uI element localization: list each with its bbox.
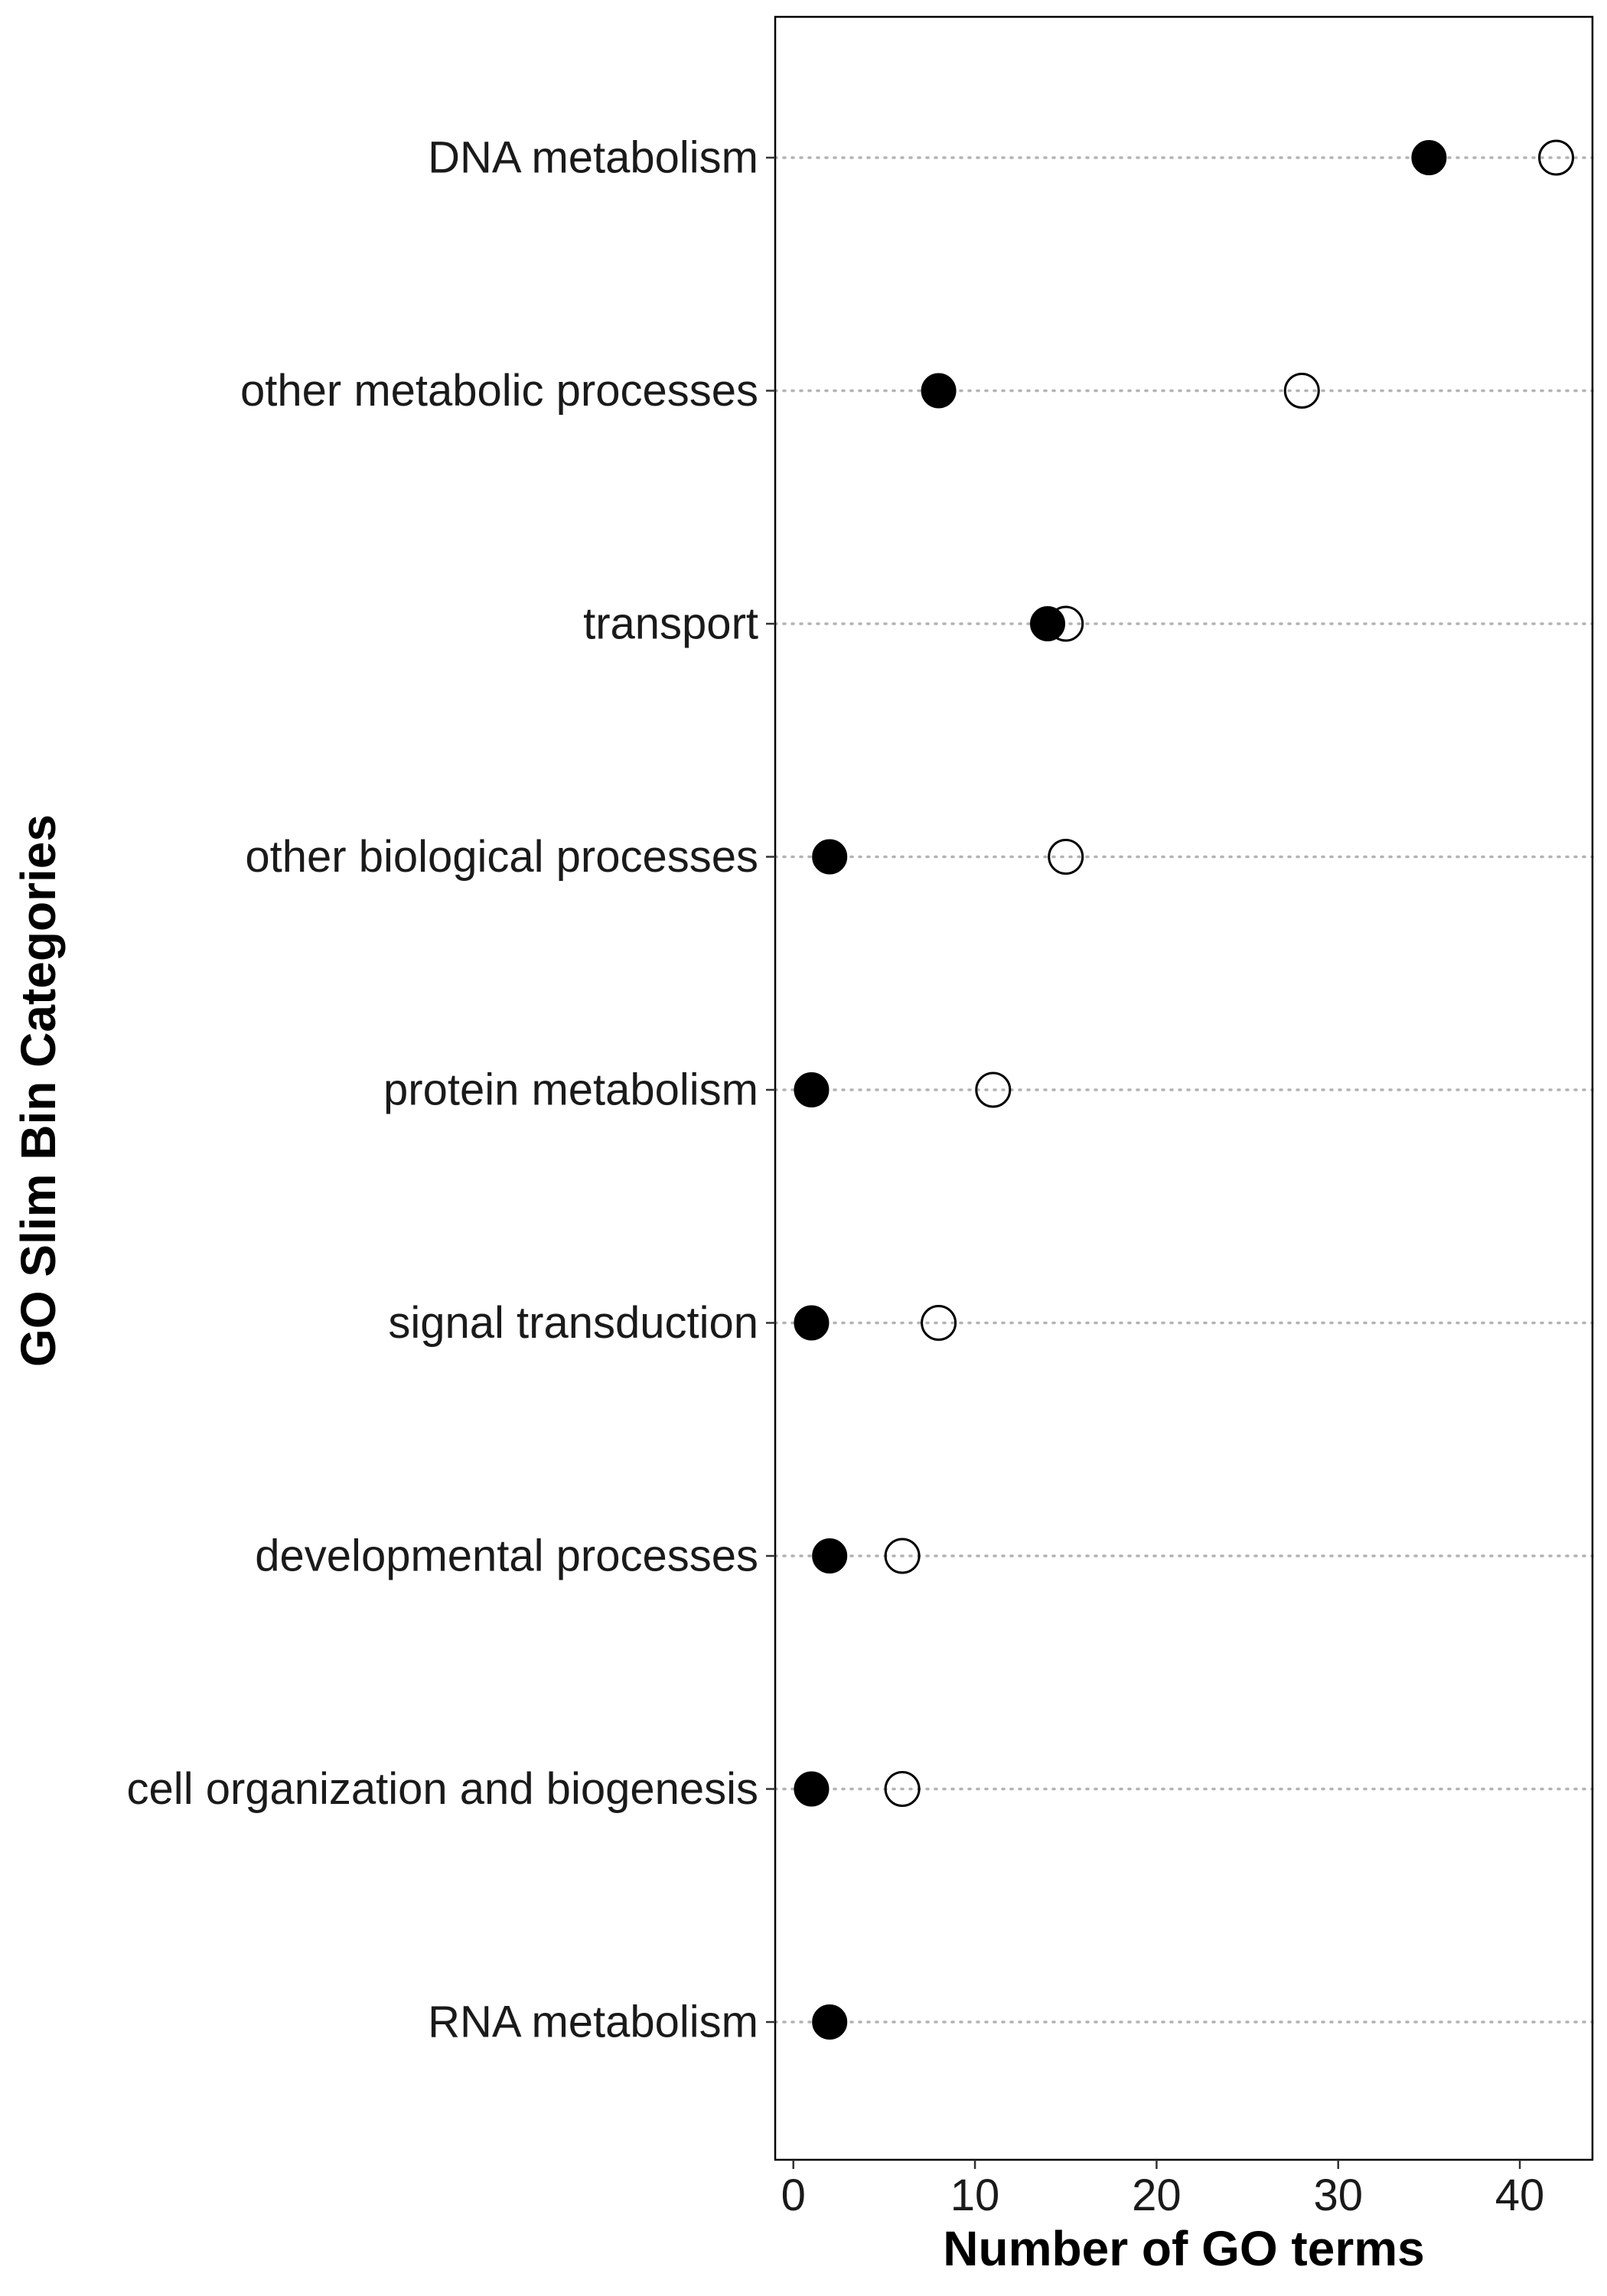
y-tick-label: signal transduction xyxy=(388,1298,758,1348)
open-point xyxy=(1538,139,1575,176)
y-axis-title: GO Slim Bin Categories xyxy=(11,814,66,1367)
plot-panel-border xyxy=(774,15,1594,2161)
filled-point xyxy=(1030,606,1065,641)
open-point xyxy=(975,1071,1012,1108)
y-tick-label: cell organization and biogenesis xyxy=(127,1764,758,1814)
x-tick-label: 20 xyxy=(1132,2170,1182,2220)
data-points xyxy=(794,139,1575,2040)
x-axis: 0 10 20 30 40 xyxy=(781,2160,1545,2220)
open-point xyxy=(1048,839,1084,875)
x-tick-label: 40 xyxy=(1495,2170,1545,2220)
x-axis-title: Number of GO terms xyxy=(943,2221,1424,2276)
filled-point xyxy=(794,1771,830,1807)
grid-lines xyxy=(774,156,1594,2024)
filled-point xyxy=(812,2004,848,2040)
filled-point xyxy=(812,1538,848,1574)
open-point xyxy=(1283,373,1320,409)
y-axis: DNA metabolism other metabolic processes t… xyxy=(127,133,775,2047)
y-tick-label: protein metabolism xyxy=(383,1065,758,1115)
open-point xyxy=(921,1305,957,1341)
y-tick-label: transport xyxy=(583,599,758,649)
y-tick-label: developmental processes xyxy=(255,1531,758,1581)
y-tick-label: DNA metabolism xyxy=(428,133,758,183)
x-tick-label: 30 xyxy=(1313,2170,1363,2220)
open-point xyxy=(884,1771,921,1807)
filled-point xyxy=(794,1072,830,1107)
y-tick-label: RNA metabolism xyxy=(428,1998,758,2047)
x-tick-label: 0 xyxy=(781,2170,806,2220)
filled-point xyxy=(921,373,957,409)
filled-point xyxy=(1411,140,1447,175)
y-tick-label: other metabolic processes xyxy=(240,366,758,416)
y-tick-label: other biological processes xyxy=(245,832,758,882)
filled-point xyxy=(794,1305,830,1341)
filled-point xyxy=(812,839,848,875)
open-point xyxy=(884,1538,921,1574)
x-tick-label: 10 xyxy=(950,2170,1000,2220)
